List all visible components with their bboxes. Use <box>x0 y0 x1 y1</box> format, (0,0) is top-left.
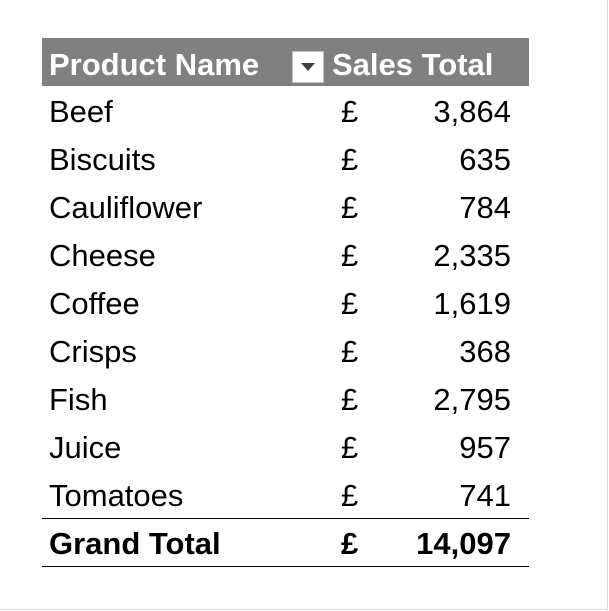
currency-symbol: £ <box>341 430 359 465</box>
sales-total-header[interactable]: Sales Total <box>332 47 494 82</box>
product-name-cell: Biscuits <box>49 142 156 177</box>
currency-symbol: £ <box>341 238 359 273</box>
product-name-cell: Cauliflower <box>49 190 203 225</box>
table-row[interactable]: Juice £ 957 <box>42 422 529 470</box>
sales-value-cell: 957 <box>459 430 511 465</box>
product-name-cell: Beef <box>49 94 113 129</box>
sales-value-cell: 368 <box>459 334 511 369</box>
currency-symbol: £ <box>341 526 359 561</box>
sales-value-cell: 741 <box>459 478 511 513</box>
table-row[interactable]: Crisps £ 368 <box>42 326 529 374</box>
grand-total-label: Grand Total <box>49 526 221 561</box>
sales-value-cell: 2,795 <box>433 382 511 417</box>
table-row[interactable]: Beef £ 3,864 <box>42 86 529 134</box>
pivot-table: Product Name Sales Total Beef £ 3,864 Bi… <box>42 38 529 567</box>
sales-value-cell: 784 <box>459 190 511 225</box>
product-name-cell: Tomatoes <box>49 478 184 513</box>
product-name-cell: Crisps <box>49 334 137 369</box>
sales-value-cell: 635 <box>459 142 511 177</box>
product-name-cell: Coffee <box>49 286 140 321</box>
currency-symbol: £ <box>341 94 359 129</box>
chevron-down-icon <box>301 63 315 71</box>
sales-value-cell: 2,335 <box>433 238 511 273</box>
pivot-body: Beef £ 3,864 Biscuits £ 635 Cauliflower … <box>42 86 529 567</box>
grand-total-value: 14,097 <box>416 526 511 561</box>
product-name-cell: Fish <box>49 382 108 417</box>
currency-symbol: £ <box>341 190 359 225</box>
pivot-header-row: Product Name Sales Total <box>42 38 529 86</box>
product-name-header[interactable]: Product Name <box>49 47 260 82</box>
table-row[interactable]: Coffee £ 1,619 <box>42 278 529 326</box>
currency-symbol: £ <box>341 286 359 321</box>
filter-dropdown-button[interactable] <box>292 51 324 83</box>
currency-symbol: £ <box>341 382 359 417</box>
currency-symbol: £ <box>341 142 359 177</box>
table-row[interactable]: Cheese £ 2,335 <box>42 230 529 278</box>
product-name-cell: Juice <box>49 430 122 465</box>
table-row[interactable]: Fish £ 2,795 <box>42 374 529 422</box>
currency-symbol: £ <box>341 334 359 369</box>
currency-symbol: £ <box>341 478 359 513</box>
product-name-cell: Cheese <box>49 238 156 273</box>
table-row[interactable]: Biscuits £ 635 <box>42 134 529 182</box>
sales-value-cell: 1,619 <box>433 286 511 321</box>
sales-value-cell: 3,864 <box>433 94 511 129</box>
table-row[interactable]: Tomatoes £ 741 <box>42 470 529 518</box>
table-row[interactable]: Cauliflower £ 784 <box>42 182 529 230</box>
grand-total-row[interactable]: Grand Total £ 14,097 <box>42 518 529 567</box>
